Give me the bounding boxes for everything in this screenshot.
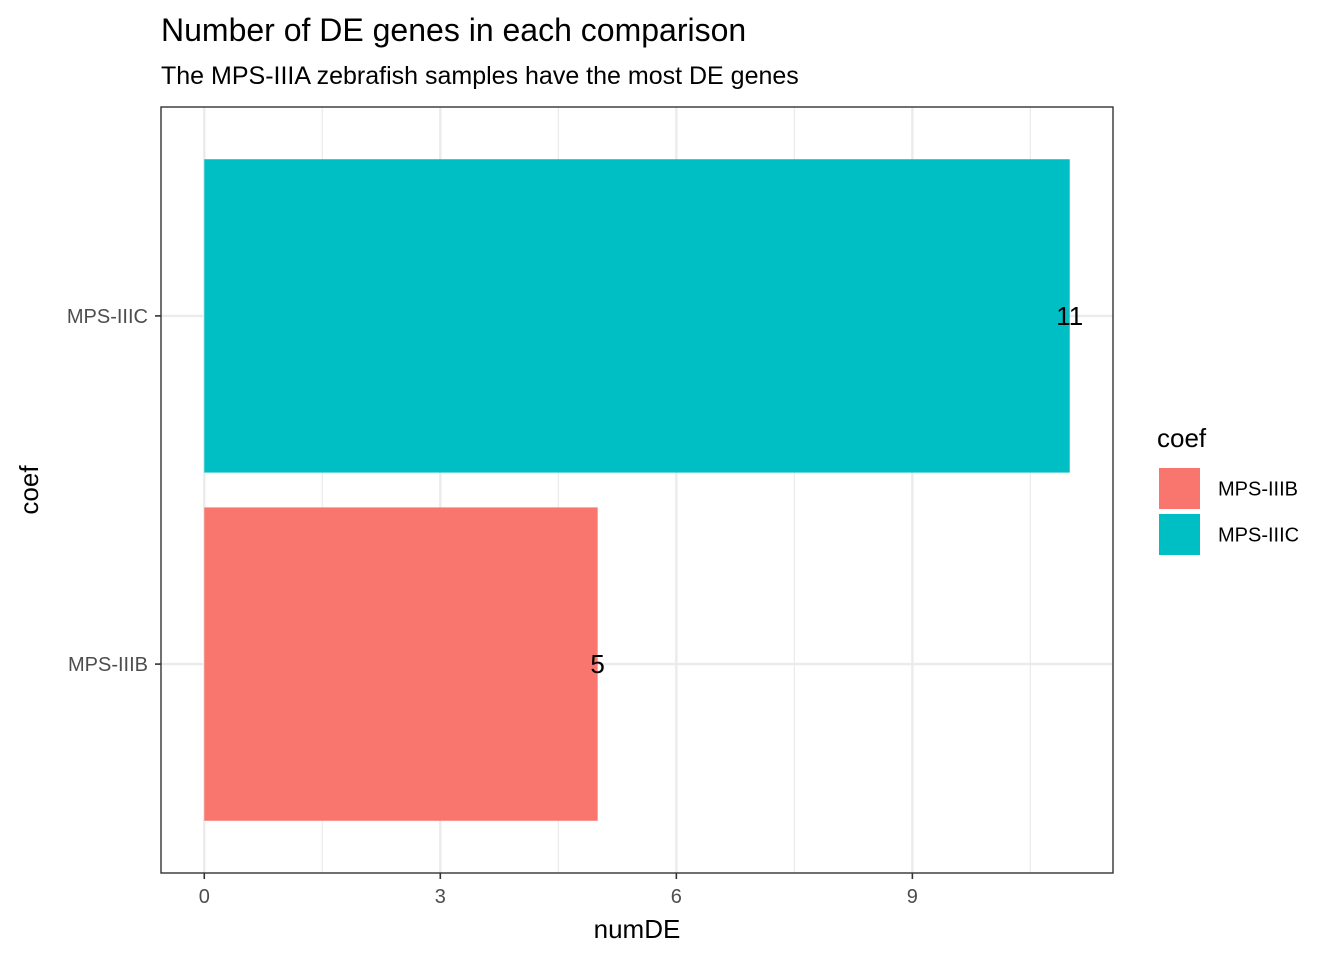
y-axis: MPS-IIIB MPS-IIIC (67, 306, 161, 676)
x-tick-label: 9 (907, 886, 918, 908)
panel-border (160, 106, 1114, 874)
bar-mps-iiic (204, 159, 1070, 473)
data-label: 11 (1056, 301, 1083, 331)
bars (204, 159, 1070, 821)
y-tick-label: MPS-IIIB (68, 654, 148, 676)
y-axis-title: coef (14, 465, 44, 515)
data-label: 5 (590, 649, 604, 679)
x-axis: 0 3 6 9 (199, 873, 918, 908)
legend-label: MPS-IIIC (1218, 525, 1299, 547)
chart-subtitle: The MPS-IIIA zebrafish samples have the … (161, 62, 799, 90)
chart-title: Number of DE genes in each comparison (161, 12, 746, 48)
plot-panel: 5 11 (160, 106, 1114, 874)
x-tick-label: 0 (199, 886, 210, 908)
legend-label: MPS-IIIB (1218, 479, 1298, 501)
bar-mps-iiib (204, 507, 598, 821)
legend: coef MPS-IIIB MPS-IIIC (1157, 423, 1299, 555)
legend-key (1159, 514, 1200, 555)
data-labels: 5 11 (590, 301, 1083, 679)
x-tick-label: 6 (671, 886, 682, 908)
x-axis-title: numDE (594, 914, 681, 944)
y-tick-label: MPS-IIIC (67, 306, 148, 328)
x-tick-label: 3 (435, 886, 446, 908)
legend-key (1159, 468, 1200, 509)
legend-title: coef (1157, 423, 1207, 453)
